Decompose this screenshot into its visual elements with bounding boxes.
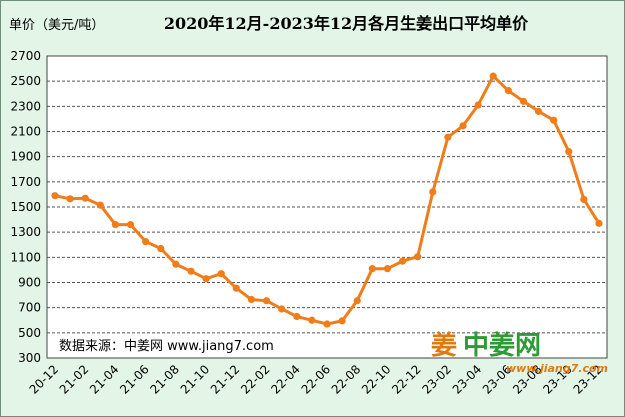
- data-point: [308, 316, 316, 324]
- data-point: [383, 265, 392, 273]
- data-point: [534, 107, 543, 115]
- x-tick-label: 21-06: [117, 362, 152, 397]
- y-tick-label: 1500: [10, 200, 41, 214]
- y-axis-label: 单价（美元/吨）: [9, 18, 104, 33]
- data-point: [459, 122, 467, 130]
- y-tick-label: 1900: [10, 150, 41, 164]
- logo-url: www.jiang7.com: [506, 362, 608, 375]
- data-point: [81, 194, 89, 202]
- x-tick-label: 22-08: [329, 362, 364, 397]
- data-point: [444, 133, 452, 141]
- source-note: 数据来源：中姜网 www.jiang7.com: [59, 339, 274, 354]
- data-point: [111, 221, 120, 229]
- data-point: [429, 188, 437, 196]
- data-point: [504, 87, 512, 95]
- x-tick-label: 21-10: [178, 362, 213, 397]
- x-tick-label: 23-04: [450, 362, 485, 397]
- data-point: [278, 305, 286, 313]
- data-point: [157, 244, 165, 253]
- data-point: [66, 195, 74, 203]
- x-tick-label: 22-06: [299, 362, 334, 397]
- data-point: [217, 270, 225, 278]
- data-point: [353, 297, 361, 305]
- data-point: [338, 317, 346, 325]
- y-tick-label: 1100: [10, 250, 41, 264]
- data-point: [262, 297, 271, 305]
- logo-mark: 姜: [431, 330, 457, 361]
- data-point: [595, 219, 603, 227]
- x-tick-label: 20-12: [27, 362, 62, 397]
- y-tick-label: 1300: [10, 225, 41, 239]
- y-tick-label: 500: [18, 326, 41, 340]
- data-point: [323, 320, 331, 328]
- x-tick-label: 22-04: [268, 362, 303, 397]
- x-tick-label: 22-10: [359, 362, 394, 397]
- x-tick-label: 21-02: [57, 362, 92, 397]
- data-point: [519, 97, 528, 105]
- data-point: [293, 312, 301, 321]
- y-tick-label: 700: [18, 301, 41, 315]
- data-point: [172, 260, 180, 268]
- data-point: [232, 284, 240, 292]
- x-tick-label: 22-12: [389, 362, 424, 397]
- chart-title: 2020年12月-2023年12月各月生姜出口平均单价: [164, 14, 529, 33]
- x-tick-label: 22-02: [238, 362, 273, 397]
- data-point: [474, 101, 482, 109]
- x-tick-label: 21-12: [208, 362, 243, 397]
- y-tick-label: 2500: [10, 74, 41, 88]
- data-point: [202, 275, 210, 283]
- data-point: [368, 265, 376, 273]
- data-point: [247, 295, 256, 304]
- logo-name: 中姜网: [463, 330, 541, 361]
- x-tick-label: 21-08: [147, 362, 182, 397]
- logo: 姜 中姜网 www.jiang7.com: [431, 330, 608, 375]
- x-tick-label: 23-02: [419, 362, 454, 397]
- data-point: [142, 238, 150, 246]
- data-point: [96, 201, 104, 209]
- data-point: [187, 267, 195, 275]
- data-point: [489, 72, 497, 80]
- data-point: [414, 253, 422, 261]
- data-point: [126, 221, 135, 229]
- data-point: [550, 116, 558, 124]
- x-tick-label: 21-04: [87, 362, 122, 397]
- y-tick-label: 900: [18, 276, 41, 290]
- data-point: [565, 148, 573, 156]
- y-tick-label: 2100: [10, 125, 41, 139]
- y-tick-label: 2700: [10, 49, 41, 63]
- data-point: [580, 195, 588, 204]
- data-point: [51, 192, 59, 200]
- y-tick-label: 2300: [10, 99, 41, 113]
- data-point: [398, 257, 407, 265]
- y-tick-label: 1700: [10, 175, 41, 189]
- y-tick-label: 300: [18, 351, 41, 365]
